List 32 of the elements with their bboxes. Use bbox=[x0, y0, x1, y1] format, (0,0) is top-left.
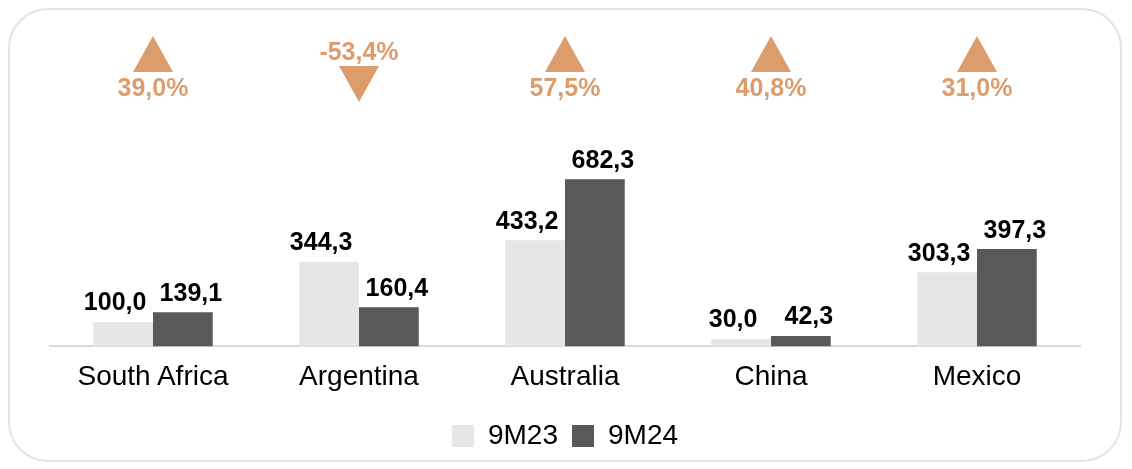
data-label: 30,0 bbox=[708, 304, 758, 333]
text: 57,5% bbox=[528, 72, 602, 102]
data-label: 433,2 bbox=[495, 205, 559, 234]
data-label: 303,3 bbox=[907, 237, 971, 266]
bar bbox=[359, 307, 419, 347]
bar bbox=[93, 321, 153, 347]
data-label: 42,3 bbox=[784, 301, 834, 330]
x-tick-label: China bbox=[734, 359, 808, 391]
data-label: 397,3 bbox=[983, 214, 1047, 243]
bar bbox=[771, 336, 831, 347]
data-label: 682,3 bbox=[571, 144, 635, 173]
text: 39,0% bbox=[116, 72, 190, 102]
text: -53,4% bbox=[318, 36, 400, 66]
data-label: 139,1 bbox=[159, 277, 223, 306]
data-label: 100,0 bbox=[83, 287, 147, 316]
bar bbox=[565, 179, 625, 347]
text: 31,0% bbox=[940, 72, 1014, 102]
x-tick-label: Australia bbox=[510, 359, 620, 391]
bar bbox=[153, 312, 213, 347]
legend-label: 9M23 bbox=[487, 418, 559, 450]
data-label: 160,4 bbox=[365, 272, 429, 301]
x-tick-label: Mexico bbox=[932, 359, 1022, 391]
legend-label: 9M24 bbox=[608, 418, 679, 450]
bar bbox=[917, 272, 977, 347]
bar bbox=[299, 262, 359, 347]
bar bbox=[711, 339, 771, 347]
text: 40,8% bbox=[734, 72, 808, 102]
bar bbox=[505, 240, 565, 347]
x-tick-label: Argentina bbox=[299, 359, 420, 391]
bar bbox=[977, 249, 1037, 347]
x-tick-label: South Africa bbox=[77, 359, 229, 391]
data-label: 344,3 bbox=[289, 227, 353, 256]
